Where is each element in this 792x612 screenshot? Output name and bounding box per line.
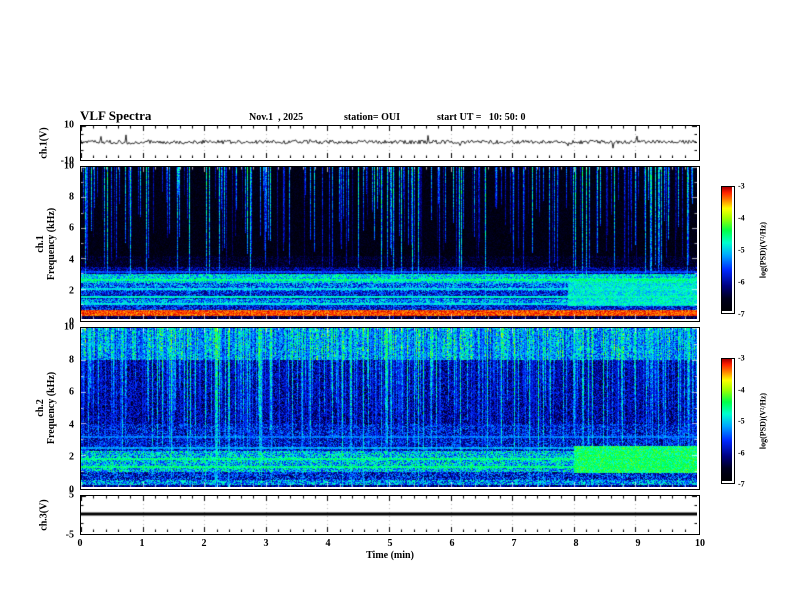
ch3-waveform-ytick--5: -5	[65, 529, 74, 541]
figure-title: VLF Spectra	[80, 108, 152, 123]
ch2-spectrogram-panel	[80, 327, 700, 490]
ch3-waveform-canvas	[81, 496, 697, 532]
ch1-spectrogram-colorbar-tick--4: -4	[738, 213, 745, 223]
colorbar-ch1	[721, 186, 735, 314]
x-tick-label-1: 1	[139, 538, 145, 549]
ch1-spectrogram-ytick-6: 6	[69, 222, 74, 234]
ch2-spectrogram-colorbar-tick--6: -6	[738, 448, 745, 457]
ch2-spectrogram-colorbar-tick--7: -7	[738, 479, 745, 489]
ch2-spectrogram-ytick-6: 6	[69, 386, 74, 398]
ch2-spectrogram-canvas	[81, 328, 697, 487]
ch2-spectrogram-ytick-8: 8	[69, 354, 74, 366]
x-tick-label-3: 3	[263, 538, 269, 549]
ch2-spectrogram-colorbar-tick--5: -5	[738, 416, 745, 426]
ch2-spectrogram-colorbar-tick--3: -3	[738, 353, 745, 363]
ch1-spectrogram-ylabel-frequency: Frequency (kHz)	[46, 207, 57, 281]
ch1-waveform-canvas	[81, 126, 697, 158]
date-label: Nov.1 , 2025	[249, 112, 304, 123]
ch1-spectrogram-ylabel: ch.1 Frequency (kHz)	[35, 208, 57, 280]
ch1-voltage-ylabel: ch.1(V)	[38, 127, 50, 159]
ch2-spectrogram-ytick-0: 0	[69, 484, 74, 496]
ch1-spectrogram-ytick-8: 8	[69, 191, 74, 203]
ch1-spectrogram-canvas	[81, 167, 697, 319]
x-tick-label-7: 7	[511, 538, 517, 549]
ch1-spectrogram-panel	[80, 166, 700, 322]
ch2-spectrogram-ylabel-channel: ch.2	[35, 399, 46, 417]
ch2-spectrogram-ylabel: ch.2 Frequency (kHz)	[35, 372, 57, 444]
colorbar-ch2	[721, 358, 735, 484]
x-tick-label-10: 10	[695, 538, 705, 549]
ch1-spectrogram-ytick-10: 10	[64, 160, 74, 172]
ch2-spectrogram-ytick-10: 10	[64, 321, 74, 333]
ch2-spectrogram-ylabel-frequency: Frequency (kHz)	[46, 371, 57, 445]
ch1-spectrogram-colorbar-tick--3: -3	[738, 181, 745, 191]
x-tick-label-0: 0	[77, 538, 83, 549]
ch3-waveform-ytick-5: 5	[69, 489, 74, 501]
ch1-spectrogram-ytick-0: 0	[69, 316, 74, 328]
ch3-voltage-panel	[80, 495, 700, 535]
colorbar-ch2-label: log(PSD)(V²/Hz)	[758, 392, 768, 450]
start-ut-label: start UT = 10: 50: 0	[437, 112, 526, 123]
ch2-spectrogram-ytick-4: 4	[69, 419, 74, 431]
ch1-waveform-ytick--10: -10	[60, 155, 74, 167]
x-tick-label-8: 8	[573, 538, 579, 549]
ch1-spectrogram-ytick-2: 2	[69, 285, 74, 297]
ch2-spectrogram-colorbar-tick--4: -4	[738, 385, 745, 394]
x-tick-label-6: 6	[449, 538, 455, 549]
colorbar-ch2-canvas	[722, 359, 732, 481]
x-axis-label: Time (min)	[366, 550, 414, 561]
ch1-waveform-ytick-10: 10	[64, 119, 74, 131]
ch1-spectrogram-colorbar-tick--7: -7	[738, 309, 745, 319]
x-tick-label-5: 5	[387, 538, 393, 549]
colorbar-ch1-canvas	[722, 187, 732, 311]
ch1-spectrogram-colorbar-tick--5: -5	[738, 245, 745, 255]
ch2-spectrogram-ytick-2: 2	[69, 451, 74, 463]
ch1-spectrogram-colorbar-tick--6: -6	[738, 277, 745, 287]
station-label: station= OUI	[344, 112, 400, 123]
ch1-spectrogram-ytick-4: 4	[69, 254, 74, 266]
ch3-voltage-ylabel: ch.3(V)	[38, 499, 50, 531]
ch1-voltage-panel	[80, 125, 700, 161]
ch1-spectrogram-ylabel-channel: ch.1	[35, 235, 46, 253]
x-tick-label-9: 9	[635, 538, 641, 549]
colorbar-ch1-label: log(PSD)(V²/Hz)	[758, 221, 768, 279]
x-tick-label-2: 2	[201, 538, 207, 549]
x-tick-label-4: 4	[325, 538, 331, 549]
